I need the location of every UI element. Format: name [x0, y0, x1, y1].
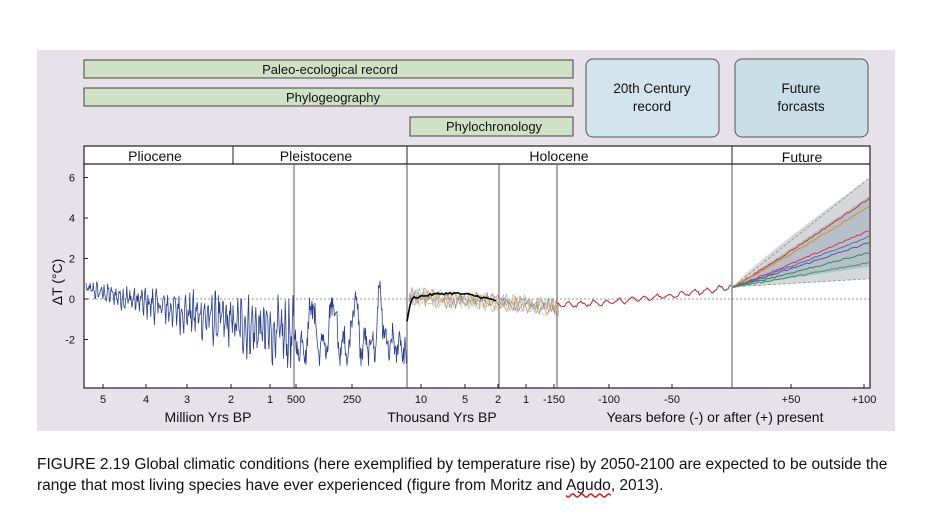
- x-tick-label: 2: [495, 394, 501, 406]
- future-forecasts-label-line2: forcasts: [777, 99, 825, 114]
- x-tick-label: 500: [287, 394, 305, 406]
- x-tick-label: -150: [543, 394, 565, 406]
- future-forecasts-label-line1: Future: [781, 81, 820, 96]
- twentieth-century-label-line1: 20th Century: [613, 81, 691, 96]
- twentieth-century-box: [585, 58, 720, 138]
- future-model-line: [732, 262, 870, 288]
- figure-caption: FIGURE 2.19 Global climatic conditions (…: [37, 455, 907, 496]
- twentieth-century-label-line2: record: [633, 99, 671, 114]
- epoch-holocene: Holocene: [529, 148, 588, 164]
- future-model-line: [732, 206, 870, 288]
- x-axis-label-million: Million Yrs BP: [165, 409, 252, 425]
- y-tick-label: 4: [69, 213, 75, 225]
- x-tick-label: 3: [184, 394, 190, 406]
- future-envelope-line: [732, 278, 870, 288]
- phylochronology-bar: [409, 116, 574, 137]
- x-tick-label: 2: [228, 394, 234, 406]
- future-model-line: [732, 197, 870, 288]
- pleistocene-temperature-line: [293, 280, 407, 366]
- phylogeography-label: Phylogeography: [286, 90, 380, 105]
- future-projection-inner-band: [733, 196, 869, 287]
- y-tick-label: 6: [69, 173, 75, 185]
- x-tick-label: 5: [100, 394, 106, 406]
- phylogeography-bar: [83, 87, 574, 107]
- future-forecasts-box: [734, 58, 869, 138]
- caption-end: , 2013).: [610, 476, 664, 494]
- x-tick-label: 1: [523, 394, 529, 406]
- x-axis-label-thousand: Thousand Yrs BP: [387, 409, 496, 425]
- y-tick-label: 0: [69, 294, 75, 306]
- holocene-proxy-line: [408, 288, 560, 317]
- future-envelope-line: [732, 177, 870, 288]
- y-axis-label: ΔT (°C): [49, 259, 65, 306]
- caption-text: FIGURE 2.19 Global climatic conditions (…: [37, 456, 888, 494]
- x-tick-label: -50: [664, 394, 680, 406]
- y-tick-label: 2: [69, 254, 75, 266]
- x-tick-label: 10: [415, 394, 427, 406]
- x-tick-label: +50: [782, 394, 801, 406]
- epoch-pleistocene: Pleistocene: [280, 148, 353, 164]
- x-tick-label: +100: [852, 394, 877, 406]
- y-tick-label: -2: [65, 335, 75, 347]
- x-tick-label: -100: [598, 394, 620, 406]
- future-model-line: [732, 241, 870, 288]
- epoch-pliocene: Pliocene: [128, 148, 182, 164]
- x-tick-label: 5: [462, 394, 468, 406]
- plot-area: [83, 145, 871, 389]
- paleo-record-label: Paleo-ecological record: [262, 62, 398, 77]
- x-tick-label: 1: [267, 394, 273, 406]
- holocene-proxy-line: [408, 289, 560, 318]
- paleo-record-bar: [83, 59, 574, 79]
- future-model-line: [732, 235, 870, 288]
- caption-agudo: Agudo: [565, 476, 611, 494]
- instrumental-record-line: [556, 284, 732, 308]
- future-model-line: [732, 252, 870, 288]
- holocene-mean-line: [406, 291, 497, 322]
- x-axis-label-years: Years before (-) or after (+) present: [607, 409, 824, 425]
- x-tick-label: 250: [343, 394, 361, 406]
- phylochronology-label: Phylochronology: [446, 119, 543, 134]
- x-tick-label: 4: [143, 394, 149, 406]
- pliocene-temperature-line: [85, 281, 294, 368]
- epoch-future: Future: [782, 149, 823, 165]
